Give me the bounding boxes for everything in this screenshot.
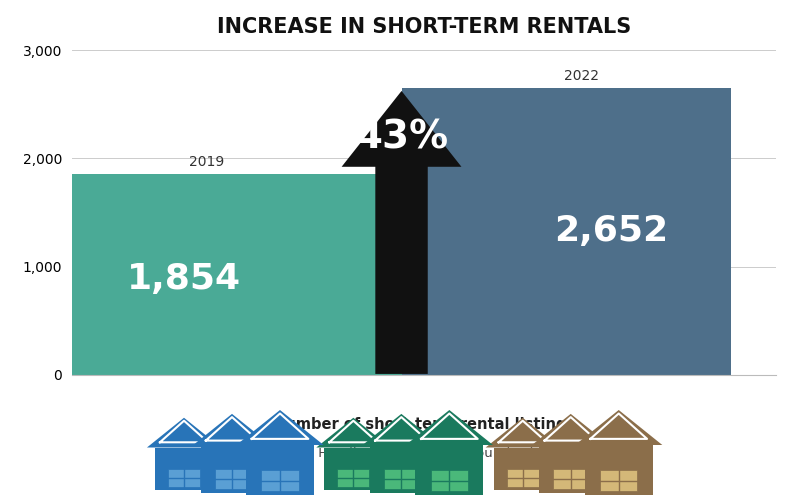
Bar [402,88,731,375]
Text: 2019: 2019 [189,156,225,170]
Text: 43%: 43% [355,119,448,157]
Text: 1,854: 1,854 [127,262,242,296]
Title: INCREASE IN SHORT-TERM RENTALS: INCREASE IN SHORT-TERM RENTALS [217,18,631,38]
Text: in Clinton, Essex, Hamilton and Franklin counties in 2019 and 2022: in Clinton, Essex, Hamilton and Franklin… [200,446,648,460]
Polygon shape [342,91,462,374]
Text: Number of short-term rental listings: Number of short-term rental listings [273,417,575,432]
Bar [72,174,402,375]
Text: 2022: 2022 [564,69,598,83]
Text: 2,652: 2,652 [554,214,668,248]
